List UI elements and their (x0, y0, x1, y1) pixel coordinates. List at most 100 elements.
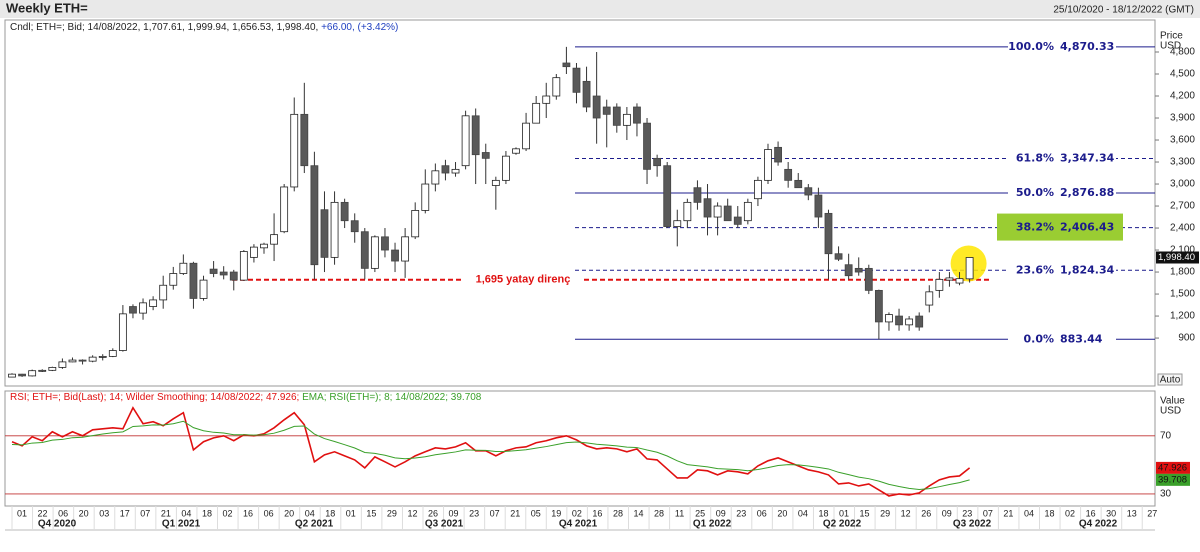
quarter-label: Q1 2021 (162, 519, 201, 530)
legend-text: Cndl; ETH=; Bid; 14/08/2022, 1,707.61, 1… (10, 22, 318, 33)
x-tick-label: 13 (1127, 508, 1137, 518)
x-tick-label: 28 (654, 508, 664, 518)
x-tick-label: 30 (1106, 508, 1116, 518)
candle-body (219, 271, 228, 276)
x-tick-label: 14 (633, 508, 643, 518)
candle-body (391, 249, 399, 262)
x-tick-label: 23 (736, 508, 746, 518)
candle-body (199, 279, 208, 299)
candle-body (713, 205, 722, 218)
x-tick-label: 06 (58, 508, 68, 518)
y-tick-label: 3,000 (1170, 179, 1195, 190)
x-tick-label: 16 (1086, 508, 1096, 518)
x-tick-label: 15 (860, 508, 870, 518)
y-tick-label: 3,900 (1170, 113, 1195, 124)
candle-body (159, 284, 168, 301)
candle-body (774, 146, 782, 163)
y-tick-label: 4,200 (1170, 91, 1195, 102)
x-tick-label: 18 (1044, 508, 1054, 518)
auto-button[interactable] (1157, 373, 1183, 386)
auto-label[interactable]: Auto (1160, 375, 1181, 386)
candle-body (683, 201, 692, 222)
candle-body (552, 77, 561, 97)
candle-body (703, 198, 712, 218)
candle-body (804, 187, 813, 196)
x-tick-label: 25 (695, 508, 705, 518)
x-tick-label: 06 (264, 508, 274, 518)
candle-body (481, 152, 490, 159)
quarter-label: Q4 2020 (38, 519, 77, 530)
rsi-legend-text: RSI; ETH=; Bid(Last); 14; Wilder Smoothi… (10, 392, 299, 403)
fib-label-bg (1008, 263, 1116, 278)
axis-unit: USD (1160, 406, 1181, 417)
x-tick-label: 20 (777, 508, 787, 518)
x-tick-label: 11 (675, 508, 684, 518)
candle-body (118, 313, 127, 351)
quarter-label: Q2 2022 (823, 519, 862, 530)
candle-body (925, 291, 934, 306)
candle-body (572, 67, 581, 93)
candle-body (471, 115, 480, 156)
candle-body (209, 268, 218, 274)
candle-body (18, 373, 26, 377)
x-tick-label: 04 (181, 508, 191, 518)
x-tick-label: 12 (407, 508, 417, 518)
candle-body (68, 359, 77, 363)
candle-body (643, 122, 651, 170)
candle-body (78, 359, 87, 362)
x-tick-label: 21 (161, 508, 171, 518)
candle-body (935, 278, 944, 291)
candle-body (854, 267, 863, 273)
candle-body (602, 106, 611, 115)
candle-body (955, 278, 964, 284)
rsi-tick-label: 70 (1160, 430, 1172, 441)
fib-percent: 38.2% (1016, 221, 1054, 234)
x-tick-label: 09 (942, 508, 952, 518)
candle-body (794, 179, 803, 189)
x-tick-label: 02 (1065, 508, 1075, 518)
candle-body (723, 205, 732, 222)
x-tick-label: 18 (325, 508, 335, 518)
candle-body (149, 299, 158, 307)
x-tick-label: 18 (202, 508, 212, 518)
candle-body (874, 289, 883, 323)
x-tick-label: 20 (79, 508, 89, 518)
candle-body (582, 80, 591, 108)
y-tick-label: 2,400 (1170, 223, 1195, 234)
y-tick-label: 4,500 (1170, 69, 1195, 80)
candle-body (663, 165, 672, 227)
fib-percent: 0.0% (1023, 332, 1054, 345)
fib-value: 883.44 (1060, 332, 1103, 345)
quarter-label: Q2 2021 (295, 519, 334, 530)
candle-body (189, 262, 198, 299)
fib-percent: 23.6% (1016, 263, 1054, 276)
price-tag-label: 1,998.40 (1158, 252, 1195, 263)
candle-body (250, 246, 258, 258)
fib-value: 4,870.33 (1060, 40, 1114, 53)
fib-label-bg (1008, 151, 1116, 166)
quarter-label: Q4 2021 (559, 519, 598, 530)
candle-body (633, 106, 641, 124)
x-tick-label: 09 (716, 508, 726, 518)
candle-body (310, 165, 319, 266)
rsi-legend: RSI; ETH=; Bid(Last); 14; Wilder Smoothi… (10, 392, 482, 403)
candle-body (229, 271, 238, 281)
x-tick-label: 20 (284, 508, 294, 518)
x-tick-label: 07 (983, 508, 993, 518)
resistance-label: 1,695 yatay direnç (476, 274, 571, 286)
fib-label-bg (1008, 220, 1116, 235)
x-tick-label: 26 (921, 508, 931, 518)
candle-body (129, 306, 137, 314)
candle-body (270, 234, 278, 245)
ema-legend-text: EMA; RSI(ETH=); 8; 14/08/2022; 39.708 (302, 392, 482, 403)
candle-body (8, 373, 16, 378)
candle-body (401, 236, 410, 262)
x-tick-label: 01 (839, 508, 849, 518)
fib-percent: 100.0% (1008, 40, 1054, 53)
title-bar (0, 0, 1200, 18)
fib-percent: 61.8% (1016, 152, 1054, 165)
x-tick-label: 19 (551, 508, 561, 518)
x-tick-label: 21 (510, 508, 520, 518)
x-tick-label: 09 (449, 508, 459, 518)
quarter-label: Q3 2021 (425, 519, 464, 530)
